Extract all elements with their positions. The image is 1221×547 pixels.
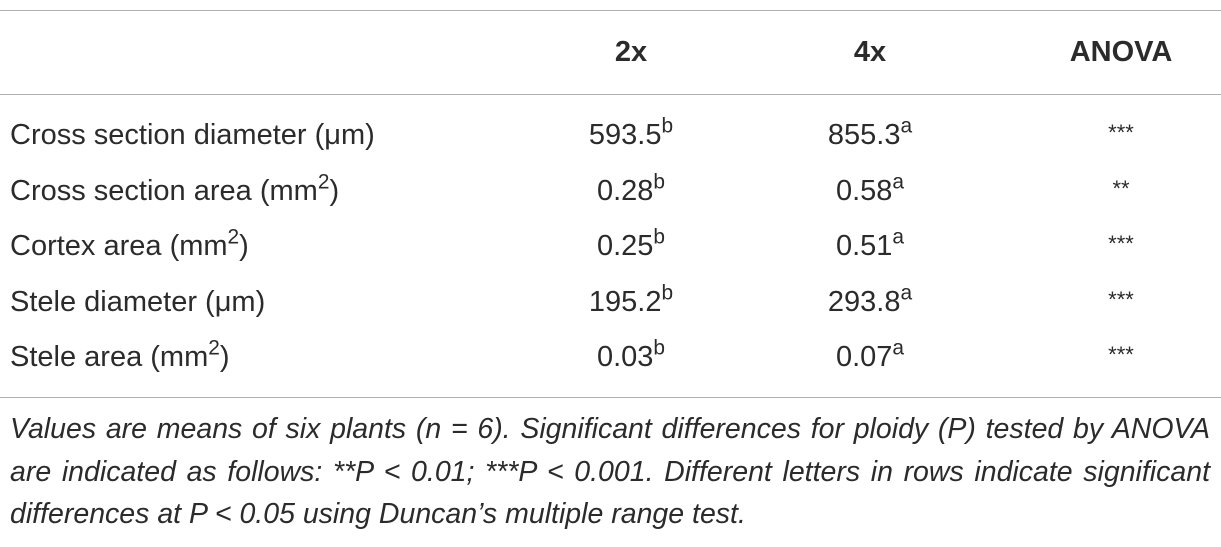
row-label-text: Cross section area (mm <box>10 174 318 207</box>
value: 293.8 <box>827 285 901 318</box>
row-label-text: Cortex area (mm <box>10 230 228 262</box>
bottom-rule <box>0 397 1221 398</box>
value-letter: b <box>653 170 666 194</box>
value-letter: b <box>661 114 674 138</box>
value: 855.3 <box>827 119 901 151</box>
row-label-sup: 2 <box>208 336 220 360</box>
value-letter: b <box>661 281 674 305</box>
value: 0.07 <box>835 341 893 373</box>
value: 0.25 <box>596 230 654 262</box>
value: 0.51 <box>835 230 893 262</box>
value-letter: b <box>653 225 666 249</box>
value: 0.28 <box>596 174 654 207</box>
value-cell: 0.25b <box>596 225 666 264</box>
header-rule <box>0 94 1221 95</box>
anova-cell: *** <box>1108 120 1134 145</box>
value: 0.03 <box>596 341 654 373</box>
anova-cell: ** <box>1112 175 1130 201</box>
column-header: 2x <box>614 36 648 68</box>
value-letter: a <box>892 170 905 194</box>
value-cell: 0.07a <box>835 336 905 375</box>
row-label-end: ) <box>329 174 340 207</box>
row-label: Cross section diameter (μm) <box>10 117 375 153</box>
footnote: Values are means of six plants (n = 6). … <box>10 413 1210 530</box>
anova-cell: *** <box>1108 342 1134 367</box>
row-label: Cortex area (mm2) <box>10 225 249 264</box>
value-cell: 0.58a <box>835 170 905 209</box>
value: 195.2 <box>588 285 662 318</box>
value-letter: a <box>892 336 905 360</box>
row-label-text: Stele area (mm <box>10 341 209 373</box>
row-label-end: ) <box>239 230 249 262</box>
value-letter: a <box>892 225 905 249</box>
value-cell: 0.03b <box>596 336 666 375</box>
value-letter: a <box>900 114 913 138</box>
value-cell: 0.51a <box>835 225 905 264</box>
value-cell: 195.2b <box>588 281 674 320</box>
row-label: Cross section area (mm2) <box>10 170 340 209</box>
value: 0.58 <box>835 174 893 207</box>
row-label-end: ) <box>219 341 230 373</box>
column-header: ANOVA <box>1069 36 1173 68</box>
value: 593.5 <box>588 119 662 151</box>
row-label: Stele area (mm2) <box>10 336 230 375</box>
row-label-sup: 2 <box>317 170 330 194</box>
top-rule <box>0 10 1221 11</box>
row-label-text: Cross section diameter (μm) <box>10 119 375 151</box>
anova-cell: *** <box>1108 286 1134 312</box>
value-letter: b <box>653 336 666 360</box>
row-label-sup: 2 <box>227 225 240 249</box>
row-label-text: Stele diameter (μm) <box>10 285 266 318</box>
column-header: 4x <box>853 36 887 68</box>
value-cell: 293.8a <box>827 281 913 320</box>
anova-cell: *** <box>1108 231 1134 256</box>
row-label: Stele diameter (μm) <box>10 284 265 320</box>
value-cell: 593.5b <box>588 114 674 153</box>
value-cell: 0.28b <box>596 170 666 209</box>
value-cell: 855.3a <box>827 114 913 153</box>
value-letter: a <box>900 281 913 305</box>
